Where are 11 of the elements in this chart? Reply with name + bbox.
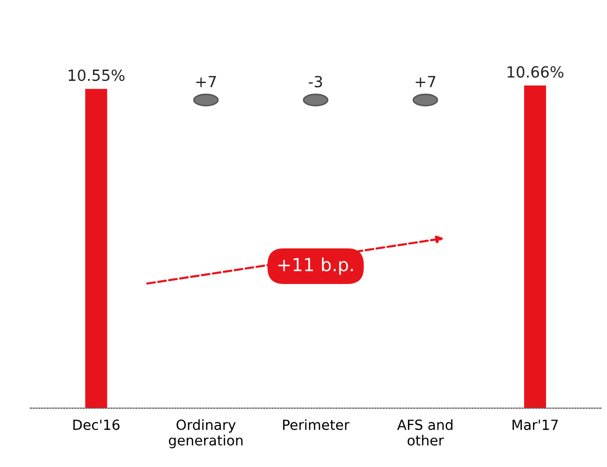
x-tick-label: Dec'16 xyxy=(73,420,120,430)
annotation: +7 xyxy=(416,76,436,88)
annotation: +7 xyxy=(196,76,216,88)
data-label: 10.66% xyxy=(508,66,564,78)
data-label: 10.55% xyxy=(68,69,124,82)
annotation: -3 xyxy=(308,76,322,88)
x-tick-label: Ordinary generation xyxy=(168,419,242,448)
annotation: +11 b.p. xyxy=(278,257,353,275)
x-tick-label: AFS and other xyxy=(397,419,452,446)
x-tick-label: Perimeter xyxy=(283,419,350,430)
x-tick-label: Mar'17 xyxy=(512,420,558,430)
